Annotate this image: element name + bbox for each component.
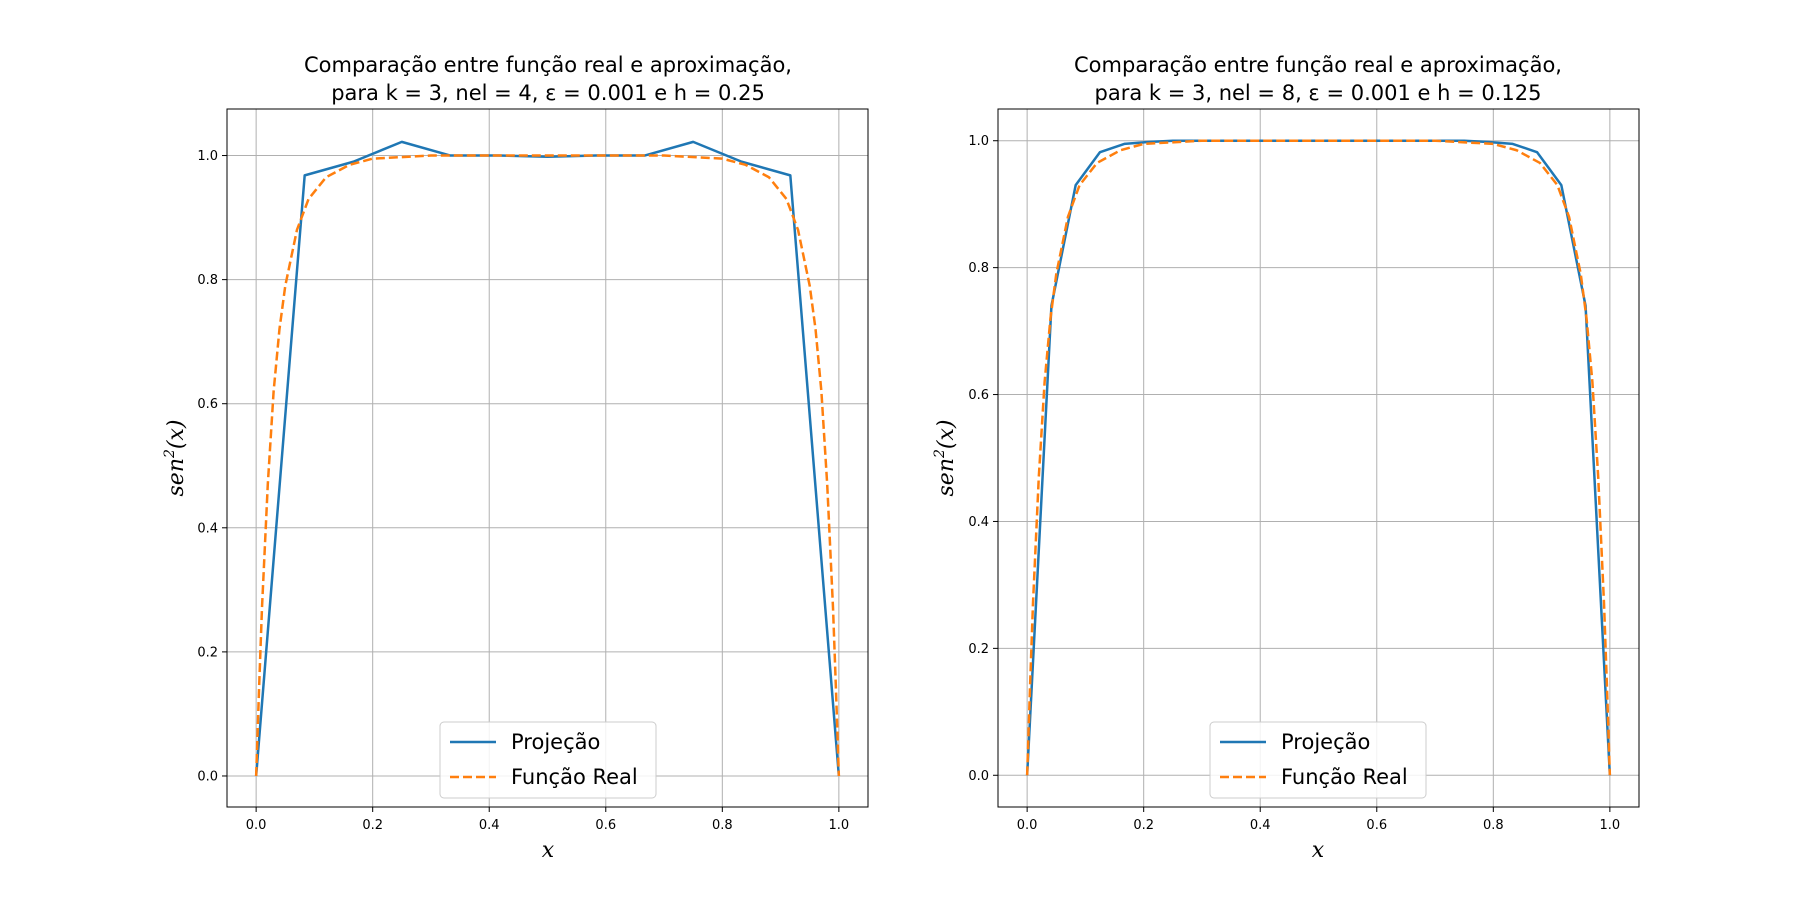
right-chart-series-line-real: [1025, 139, 1612, 776]
left-chart-grid: [227, 109, 868, 807]
left-chart-ytick-label: 1.0: [197, 149, 218, 164]
right-chart-legend-label-real: Função Real: [1281, 765, 1408, 789]
left-chart-ytick-label: 0.4: [197, 521, 218, 536]
left-chart-ytick-label: 0.0: [197, 769, 218, 784]
left-chart-ytick-label: 0.2: [197, 645, 218, 660]
right-chart-axes-frame: [997, 108, 1640, 808]
left-chart-series-line-projection: [254, 140, 841, 777]
left-chart-axes-frame: [226, 108, 869, 808]
left-chart-ylabel-exp: 2: [162, 449, 178, 459]
left-chart-xtick-label: 0.6: [595, 818, 616, 833]
left-chart-ytick-label: 0.8: [197, 273, 218, 288]
right-chart-title-line1: Comparação entre função real e aproximaç…: [1074, 53, 1562, 77]
right-chart-ylabel-base: sen: [934, 458, 959, 496]
right-chart-series-line-projection: [1025, 139, 1612, 776]
left-chart-ylabel-arg: (x): [164, 420, 189, 450]
right-chart-xtick-label: 0.4: [1250, 818, 1271, 833]
right-chart-xtick-label: 0.6: [1366, 818, 1387, 833]
left-chart-xtick-label: 0.2: [362, 818, 383, 833]
right-chart-ytick-label: 0.6: [968, 388, 989, 403]
left-chart-ylabel-base: sen: [164, 458, 189, 496]
right-chart-legend-label-projection: Projeção: [1281, 730, 1370, 754]
left-chart-xtick-label: 0.4: [479, 818, 500, 833]
right-chart-ylabel-exp: 2: [932, 449, 948, 459]
left-chart-series: [254, 140, 841, 777]
right-chart-grid: [998, 109, 1639, 807]
left-chart: Comparação entre função real e aproximaç…: [162, 53, 869, 863]
left-chart-ytick-label: 0.6: [197, 397, 218, 412]
left-chart-legend-label-real: Função Real: [511, 765, 638, 789]
left-chart-xtick-label: 0.0: [246, 818, 267, 833]
left-chart-legend-label-projection: Projeção: [511, 730, 600, 754]
left-chart-xtick-label: 1.0: [829, 818, 850, 833]
left-chart-legend: Projeção Função Real: [439, 721, 657, 799]
right-chart-xlabel: x: [1312, 838, 1325, 863]
left-chart-title-line2: para k = 3, nel = 4, ε = 0.001 e h = 0.2…: [331, 81, 765, 105]
left-chart-xlabel: x: [542, 838, 555, 863]
right-chart-ylabel-arg: (x): [934, 420, 959, 450]
left-chart-series-line-real: [254, 154, 841, 777]
right-chart-ticks: 0.0 0.2 0.4 0.6 0.8 1.0 0.0 0.2 0.4 0.6 0.8 1.0: [968, 134, 1620, 833]
right-chart-ytick-label: 0.4: [968, 515, 989, 530]
left-chart-xtick-label: 0.8: [712, 818, 733, 833]
right-chart-ytick-label: 0.8: [968, 261, 989, 276]
left-chart-title-line1: Comparação entre função real e aproximaç…: [304, 53, 792, 77]
right-chart-title-line2: para k = 3, nel = 8, ε = 0.001 e h = 0.1…: [1095, 81, 1542, 105]
left-chart-ticks: 0.0 0.2 0.4 0.6 0.8 1.0 0.0 0.2 0.4 0.6 0.8 1.0: [197, 149, 849, 833]
right-chart-ytick-label: 1.0: [968, 134, 989, 149]
right-chart-ylabel: sen2(x): [932, 420, 959, 497]
right-chart: Comparação entre função real e aproximaç…: [932, 53, 1640, 863]
right-chart-series: [1025, 139, 1612, 776]
right-chart-xtick-label: 0.8: [1483, 818, 1504, 833]
left-chart-ylabel: sen2(x): [162, 420, 189, 497]
right-chart-ytick-label: 0.2: [968, 642, 989, 657]
right-chart-legend: Projeção Função Real: [1209, 721, 1427, 799]
right-chart-xtick-label: 0.0: [1017, 818, 1038, 833]
right-chart-ytick-label: 0.0: [968, 769, 989, 784]
right-chart-xtick-label: 0.2: [1133, 818, 1154, 833]
right-chart-xtick-label: 1.0: [1600, 818, 1621, 833]
